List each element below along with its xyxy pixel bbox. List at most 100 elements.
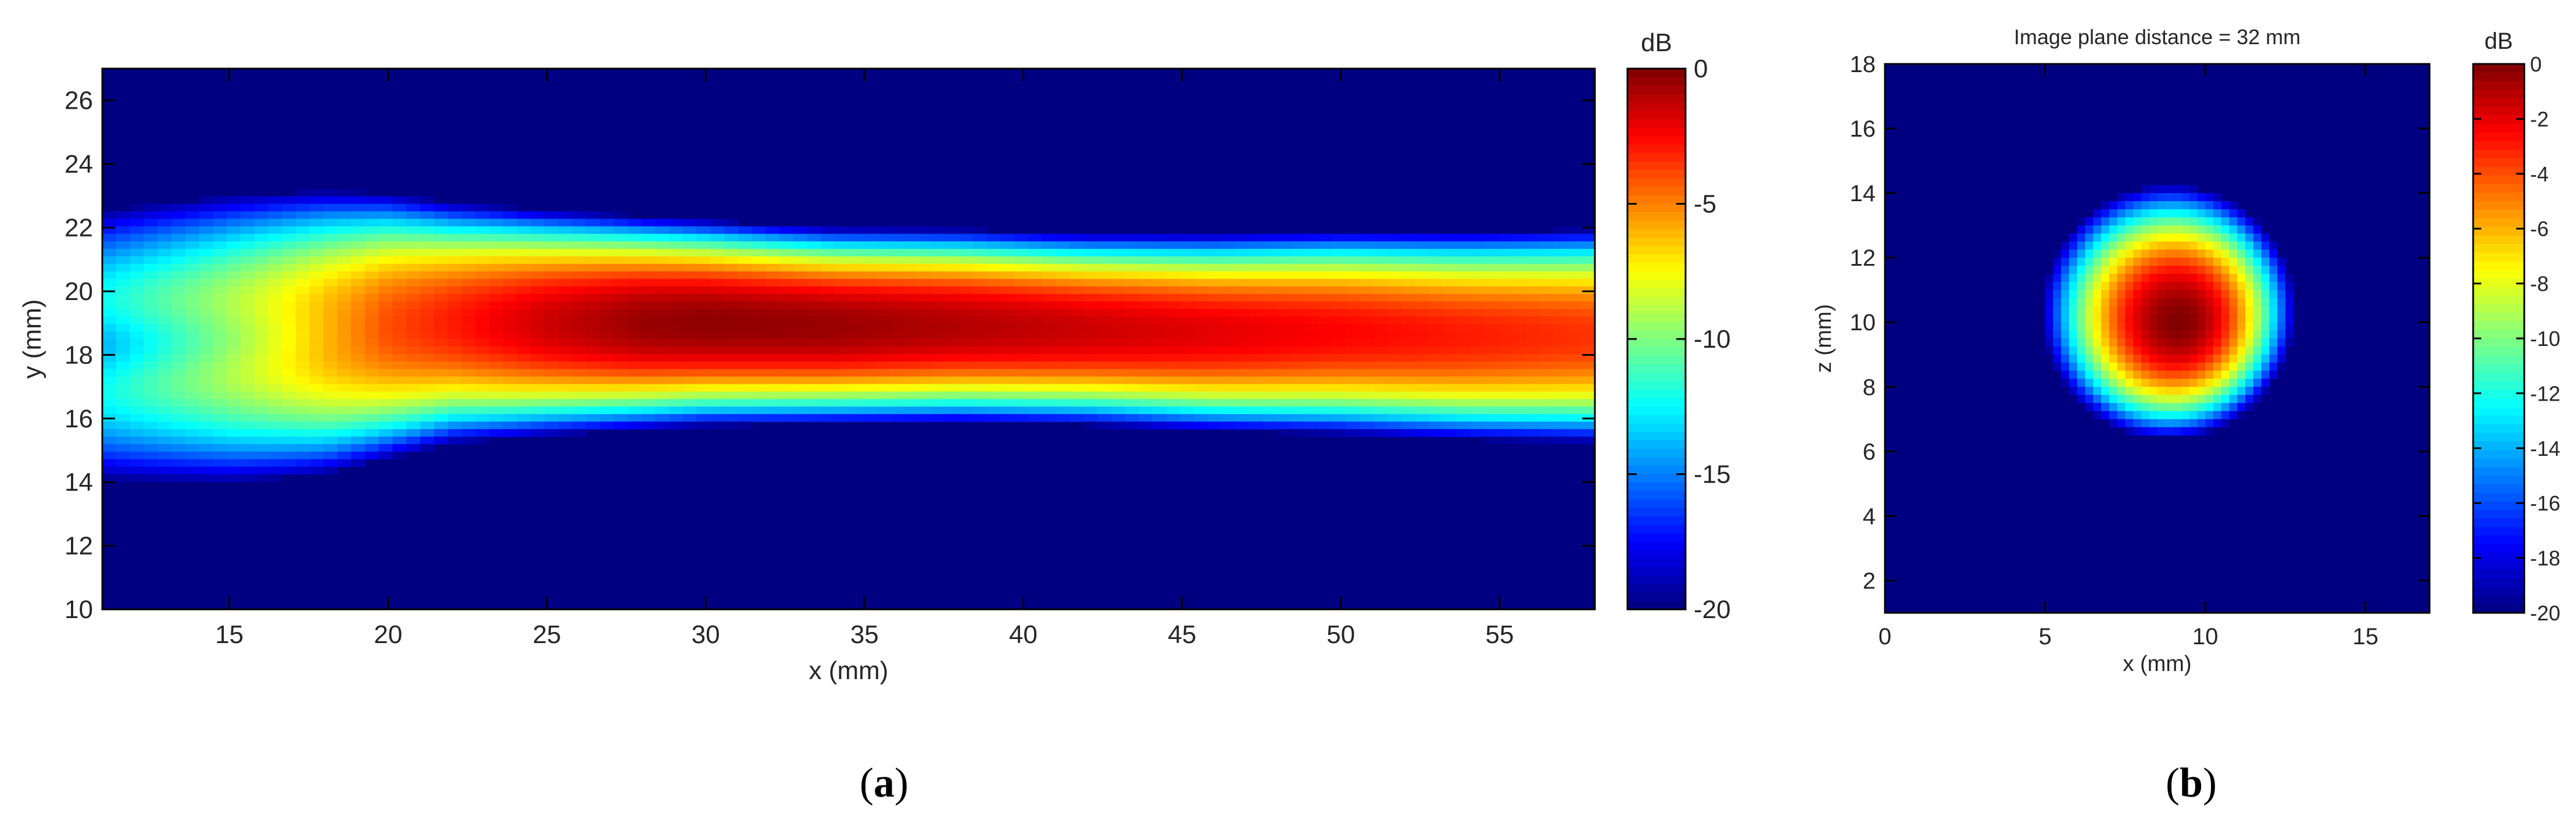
heatmap-cell xyxy=(2229,266,2238,274)
heatmap-cell xyxy=(849,279,863,287)
heatmap-cell xyxy=(1277,279,1291,287)
heatmap-cell xyxy=(1166,309,1181,317)
colorbar-swatch xyxy=(2473,536,2524,545)
heatmap-cell xyxy=(199,339,213,347)
heatmap-cell xyxy=(586,399,600,407)
heatmap-cell xyxy=(2245,387,2254,395)
heatmap-cell xyxy=(240,309,255,317)
heatmap-cell xyxy=(1153,309,1167,317)
heatmap-cell xyxy=(724,234,739,242)
heatmap-cell xyxy=(199,346,213,355)
heatmap-cell xyxy=(240,263,255,272)
heatmap-cell xyxy=(945,226,960,234)
heatmap-cell xyxy=(2125,395,2134,404)
heatmap-cell xyxy=(434,263,449,272)
heatmap-cell xyxy=(710,241,725,249)
heatmap-cell xyxy=(475,294,490,302)
heatmap-cell xyxy=(1526,286,1540,295)
heatmap-cell xyxy=(185,219,200,227)
heatmap-cell xyxy=(544,256,559,265)
heatmap-cell xyxy=(738,354,753,362)
heatmap-cell xyxy=(1139,376,1153,385)
heatmap-cell xyxy=(2221,281,2230,291)
heatmap-cell xyxy=(973,263,988,272)
heatmap-cell xyxy=(724,241,739,249)
heatmap-cell xyxy=(2053,290,2062,299)
heatmap-cell xyxy=(1553,399,1568,407)
heatmap-cell xyxy=(268,354,282,362)
heatmap-cell xyxy=(1484,429,1499,437)
heatmap-cell xyxy=(1498,422,1512,430)
heatmap-cell xyxy=(392,339,407,347)
heatmap-cell xyxy=(945,309,960,317)
heatmap-cell xyxy=(1097,399,1112,407)
heatmap-cell xyxy=(793,309,808,317)
heatmap-cell xyxy=(1014,279,1029,287)
heatmap-cell xyxy=(917,331,932,340)
heatmap-cell xyxy=(2053,249,2062,258)
heatmap-cell xyxy=(931,399,946,407)
heatmap-cell xyxy=(448,294,462,302)
heatmap-cell xyxy=(1222,331,1236,340)
x-tick-label: 15 xyxy=(215,620,244,649)
heatmap-cell xyxy=(1553,279,1568,287)
heatmap-cell xyxy=(724,226,739,234)
heatmap-cell xyxy=(986,234,1001,242)
heatmap-cell xyxy=(1484,271,1499,280)
heatmap-cell xyxy=(1457,376,1471,385)
heatmap-cell xyxy=(2237,281,2246,291)
heatmap-cell xyxy=(682,414,697,422)
heatmap-cell xyxy=(2229,241,2238,250)
heatmap-cell xyxy=(185,391,200,399)
heatmap-cell xyxy=(2045,306,2053,315)
heatmap-cell xyxy=(282,204,296,212)
heatmap-cell xyxy=(323,361,338,370)
heatmap-cell xyxy=(434,226,449,234)
heatmap-cell xyxy=(434,436,449,445)
heatmap-cell xyxy=(973,369,988,377)
heatmap-cell xyxy=(364,279,380,287)
heatmap-cell xyxy=(1069,286,1084,295)
heatmap-cell xyxy=(2173,249,2182,258)
heatmap-cell xyxy=(2221,379,2230,387)
heatmap-cell xyxy=(1581,331,1595,340)
heatmap-cell xyxy=(1056,399,1071,407)
heatmap-cell xyxy=(2197,225,2206,234)
heatmap-cell xyxy=(1153,384,1167,392)
heatmap-cell xyxy=(738,391,753,399)
heatmap-cell xyxy=(309,219,324,227)
heatmap-cell xyxy=(378,399,393,407)
heatmap-cell xyxy=(696,391,711,399)
heatmap-cell xyxy=(295,301,310,309)
heatmap-cell xyxy=(849,309,863,317)
heatmap-cell xyxy=(2117,314,2126,323)
heatmap-cell xyxy=(945,286,960,295)
heatmap-cell xyxy=(641,256,656,265)
heatmap-cell xyxy=(2125,233,2134,242)
heatmap-cell xyxy=(1581,369,1595,377)
heatmap-cell xyxy=(1373,241,1388,249)
heatmap-cell xyxy=(1069,234,1084,242)
heatmap-cell xyxy=(158,346,172,355)
heatmap-cell xyxy=(434,346,449,355)
heatmap-cell xyxy=(337,211,352,219)
heatmap-cell xyxy=(821,309,835,317)
heatmap-cell xyxy=(613,241,628,249)
heatmap-cell xyxy=(1028,279,1043,287)
heatmap-cell xyxy=(1539,339,1554,347)
heatmap-cell xyxy=(2229,338,2238,347)
heatmap-cell xyxy=(696,263,711,272)
heatmap-cell xyxy=(1526,422,1540,430)
heatmap-cell xyxy=(627,384,642,392)
heatmap-cell xyxy=(710,301,725,309)
heatmap-cell xyxy=(337,361,352,370)
heatmap-cell xyxy=(917,384,932,392)
heatmap-cell xyxy=(240,286,255,295)
heatmap-cell xyxy=(2077,306,2086,315)
heatmap-cell xyxy=(448,331,462,340)
heatmap-cell xyxy=(2285,314,2294,323)
heatmap-cell xyxy=(1125,301,1139,309)
heatmap-cell xyxy=(544,331,559,340)
heatmap-cell xyxy=(2165,225,2174,234)
heatmap-cell xyxy=(1249,249,1264,257)
